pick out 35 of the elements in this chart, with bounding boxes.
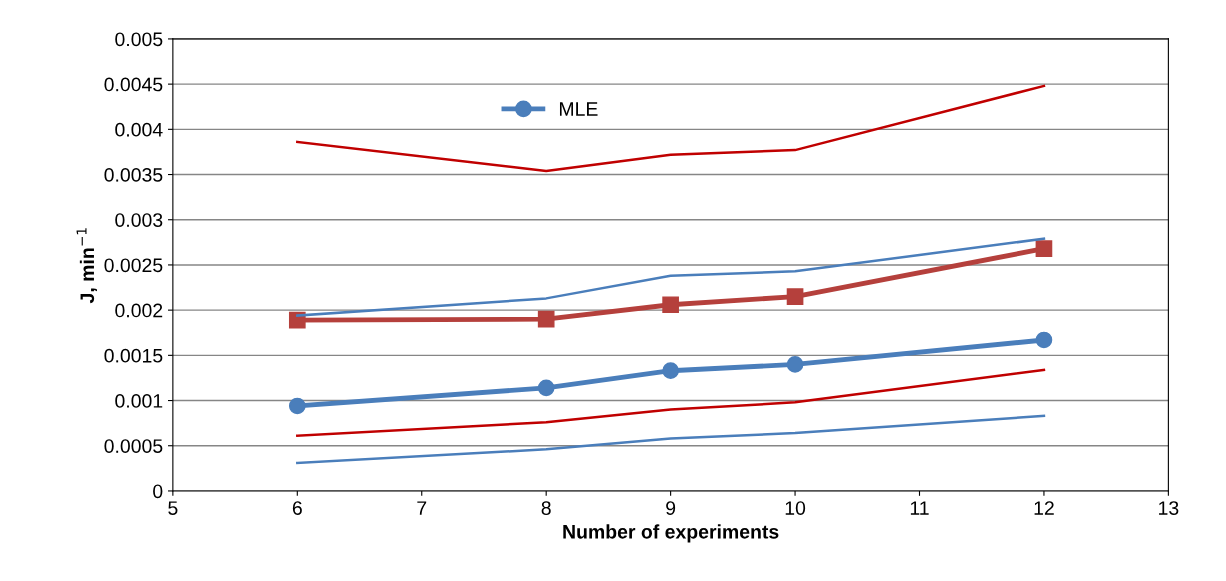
y-tick-label: 0.005: [115, 32, 163, 47]
legend-label: MLE: [559, 102, 598, 116]
y-tick-label: 0.0015: [104, 348, 163, 363]
y-tick-label: 0.0045: [104, 77, 163, 92]
x-tick-label: 7: [417, 501, 427, 515]
point: [662, 362, 679, 380]
x-tick-label: 9: [666, 501, 676, 515]
x-tick-label: 5: [168, 501, 178, 515]
x-axis-title: Number of experiments: [563, 524, 779, 543]
y-tick-label: 0.0005: [104, 439, 163, 453]
y-tick-label: 0.004: [115, 122, 163, 137]
y-tick-label: 0.0025: [104, 258, 163, 273]
point: [537, 379, 555, 397]
y-tick-label: 0.003: [115, 213, 163, 227]
x-tick-label: 6: [292, 501, 302, 515]
x-tick-label: 10: [785, 501, 806, 515]
x-tick-label: 11: [910, 501, 929, 515]
line-series: [296, 368, 1046, 438]
y-tick-label: 0.0035: [104, 168, 163, 182]
x-tick-label: 12: [1034, 501, 1054, 515]
point: [786, 356, 804, 373]
y-tick-label: 0.002: [115, 303, 163, 318]
y-tick-label: 0.001: [115, 394, 163, 408]
point: [662, 296, 679, 314]
line-series: [296, 414, 1046, 465]
point: [1035, 331, 1053, 349]
x-tick-label: 8: [541, 501, 551, 515]
x-tick-label: 13: [1159, 501, 1179, 515]
point: [537, 310, 555, 328]
point: [288, 397, 306, 415]
line-series: [296, 84, 1046, 173]
point: [1035, 240, 1053, 257]
point: [786, 288, 804, 305]
y-tick-label: 0: [153, 484, 163, 499]
y-axis-title: J, min$^{−1}$: [76, 228, 97, 304]
